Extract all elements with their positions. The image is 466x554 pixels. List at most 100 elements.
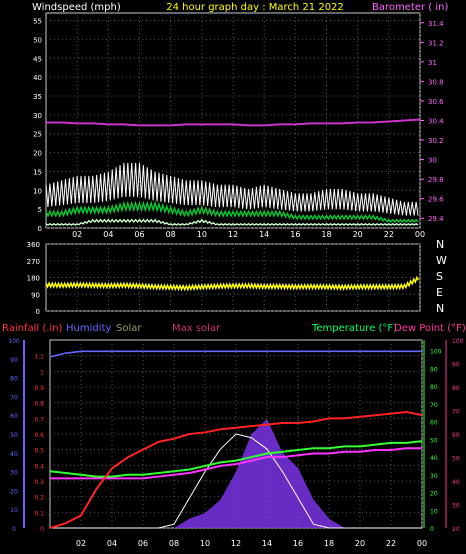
wind-x-tick: 12 (228, 230, 238, 239)
dew-y-tick: 60 (452, 432, 460, 439)
wind-y-tick: 20 (33, 150, 42, 158)
dew-y-tick: 100 (452, 338, 464, 345)
direction-grid: 0 90 180 270 360 (27, 241, 421, 316)
temp-y-tick: 60 (430, 420, 438, 427)
rain-y-tick: 1 (40, 369, 44, 376)
barometer-title: Barometer ( in) (372, 2, 448, 13)
humidity-y-tick: 70 (10, 394, 18, 401)
temp-y-tick: 50 (430, 437, 438, 444)
rain-y-tick: 0.3 (34, 479, 44, 486)
rain-y-tick: 0.2 (34, 495, 44, 502)
temp-y-tick: 40 (430, 455, 438, 462)
clim-x-tick: 10 (200, 539, 210, 548)
rain-y-tick: 0 (40, 526, 44, 533)
dew-y-tick: 70 (452, 409, 460, 416)
temp-y-tick: 0 (430, 526, 434, 533)
clim-x-tick: 02 (76, 539, 86, 548)
compass-s: S (436, 270, 443, 283)
baro-y-tick: 29.4 (428, 215, 444, 223)
rain-y-tick: 0.5 (34, 448, 44, 455)
legend-temperature: Temperature (°F) (311, 323, 397, 334)
wind-y-tick: 45 (33, 55, 42, 63)
dew-y-tick: 20 (452, 526, 460, 533)
humidity-y-tick: 50 (10, 432, 18, 439)
compass-n-top: N (436, 238, 444, 251)
baro-y-tick: 30.6 (428, 98, 444, 106)
wind-x-tick: 08 (166, 230, 176, 239)
compass-w: W (436, 254, 447, 267)
series-direction (45, 275, 420, 292)
dir-y-tick: 360 (27, 241, 40, 249)
dir-y-tick: 180 (27, 275, 40, 283)
wind-y-tick: 25 (33, 131, 42, 139)
humidity-y-tick: 0 (12, 526, 16, 533)
humidity-y-tick: 30 (10, 470, 18, 477)
legend-dewpoint: Dew Point (°F) (394, 323, 466, 334)
wind-x-tick: 04 (103, 230, 113, 239)
clim-x-tick: 08 (169, 539, 179, 548)
wind-grid: 0 5 10 15 20 25 30 35 40 45 50 55 29.4 29.6 29.8 30 30.2… (33, 13, 444, 239)
wind-y-tick: 55 (33, 18, 42, 26)
series-avg (45, 200, 419, 224)
rain-y-tick: 0.1 (34, 510, 44, 517)
clim-x-tick: 00 (417, 539, 427, 548)
clim-x-tick: 16 (293, 539, 303, 548)
series-temperature (49, 440, 423, 478)
dew-y-tick: 50 (452, 456, 460, 463)
baro-y-tick: 30 (428, 157, 437, 165)
clim-x-tick: 18 (324, 539, 334, 548)
clim-x-tick: 20 (355, 539, 365, 548)
humidity-y-tick: 20 (10, 488, 18, 495)
dir-y-tick: 90 (31, 291, 40, 299)
series-rain (49, 411, 423, 529)
wind-y-tick: 30 (33, 112, 42, 120)
compass-n-bottom: N (436, 302, 444, 315)
dir-y-tick: 0 (36, 308, 40, 316)
rain-y-tick: 0.9 (34, 385, 44, 392)
humidity-y-tick: 10 (10, 507, 18, 514)
baro-y-tick: 30.4 (428, 118, 444, 126)
series-solar (50, 418, 422, 528)
baro-y-tick: 31.2 (428, 39, 444, 47)
series-dew_point (50, 447, 422, 480)
wind-x-tick: 02 (72, 230, 82, 239)
wind-y-tick: 10 (33, 187, 42, 195)
clim-x-tick: 12 (231, 539, 241, 548)
humidity-y-tick: 60 (10, 413, 18, 420)
compass-e: E (436, 286, 443, 299)
clim-x-tick: 22 (386, 539, 396, 548)
wind-y-tick: 35 (33, 93, 42, 101)
temp-y-tick: 70 (430, 402, 438, 409)
wind-x-tick: 00 (415, 230, 425, 239)
series-gust (45, 162, 419, 216)
dew-y-tick: 90 (452, 362, 460, 369)
graph-date-title: 24 hour graph day : March 21 2022 (166, 2, 344, 13)
baro-y-tick: 31 (428, 59, 437, 67)
temp-y-tick: 100 (430, 349, 442, 356)
wind-y-tick: 5 (38, 206, 42, 214)
series-barometer (46, 118, 421, 127)
clim-x-tick: 06 (138, 539, 148, 548)
wind-y-tick: 0 (38, 225, 42, 233)
series-low (45, 218, 419, 226)
humidity-y-tick: 90 (10, 357, 18, 364)
baro-y-tick: 31.4 (428, 20, 444, 28)
wind-y-tick: 40 (33, 74, 42, 82)
chart-marks (45, 118, 423, 529)
rain-y-tick: 0.4 (34, 463, 44, 470)
wind-x-tick: 18 (321, 230, 331, 239)
legend-rain: Rainfall (.in) (2, 323, 63, 334)
temp-y-tick: 10 (430, 508, 438, 515)
humidity-y-tick: 80 (10, 376, 18, 383)
rain-y-tick: 0.6 (34, 432, 44, 439)
baro-y-tick: 30.8 (428, 78, 444, 86)
dew-y-tick: 40 (452, 479, 460, 486)
humidity-y-tick: 100 (8, 338, 20, 345)
rain-y-tick: 0.7 (34, 416, 44, 423)
series-humidity (49, 350, 422, 358)
legend-solar: Solar (116, 323, 142, 334)
wind-y-tick: 50 (33, 36, 42, 44)
windspeed-title: Windspeed (mph) (32, 2, 121, 13)
wind-x-tick: 22 (384, 230, 394, 239)
